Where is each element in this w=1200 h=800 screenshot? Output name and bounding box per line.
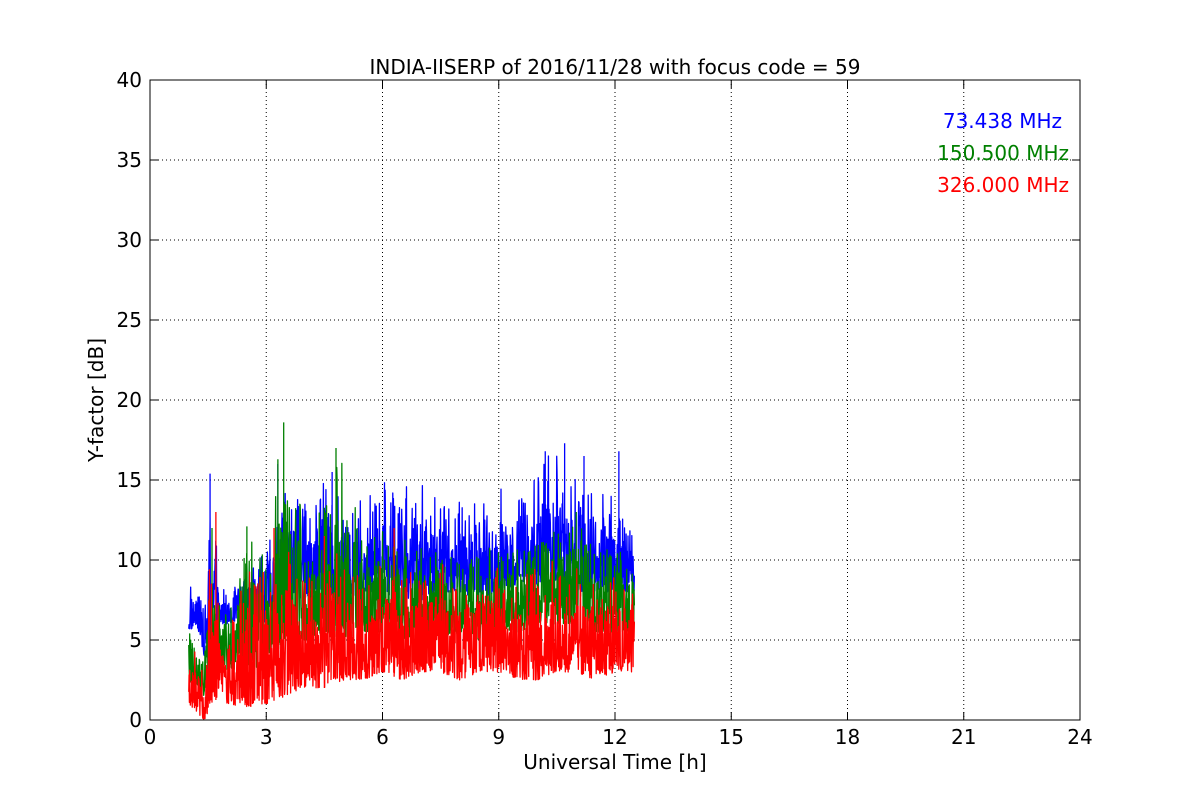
y-tick-label: 20 <box>117 388 142 412</box>
x-tick-label: 21 <box>951 725 976 749</box>
y-tick-label: 30 <box>117 228 142 252</box>
x-tick-label: 9 <box>492 725 505 749</box>
y-tick-label: 25 <box>117 308 142 332</box>
x-tick-label: 6 <box>376 725 389 749</box>
x-axis-label: Universal Time [h] <box>523 750 706 774</box>
y-axis-label: Y-factor [dB] <box>84 338 108 463</box>
x-tick-label: 3 <box>260 725 273 749</box>
axis-ticks: 0 3 6 9 12 15 18 21 24 0 5 10 15 20 25 30 35 40 <box>117 68 1093 749</box>
legend-entry-73mhz: 73.438 MHz <box>943 109 1062 133</box>
x-tick-label: 12 <box>602 725 627 749</box>
y-tick-label: 5 <box>129 628 142 652</box>
y-tick-label: 40 <box>117 68 142 92</box>
chart-title: INDIA-IISERP of 2016/11/28 with focus co… <box>370 55 861 79</box>
legend-entry-150mhz: 150.500 MHz <box>937 141 1069 165</box>
series-line-2 <box>188 512 636 720</box>
x-tick-label: 0 <box>144 725 157 749</box>
y-tick-label: 35 <box>117 148 142 172</box>
x-tick-label: 18 <box>835 725 860 749</box>
series-layer <box>188 422 636 720</box>
y-tick-label: 0 <box>129 708 142 732</box>
legend-entry-326mhz: 326.000 MHz <box>937 173 1069 197</box>
y-tick-label: 10 <box>117 548 142 572</box>
legend: 73.438 MHz 150.500 MHz 326.000 MHz <box>937 109 1069 197</box>
x-tick-label: 15 <box>719 725 744 749</box>
y-tick-label: 15 <box>117 468 142 492</box>
x-tick-label: 24 <box>1067 725 1092 749</box>
